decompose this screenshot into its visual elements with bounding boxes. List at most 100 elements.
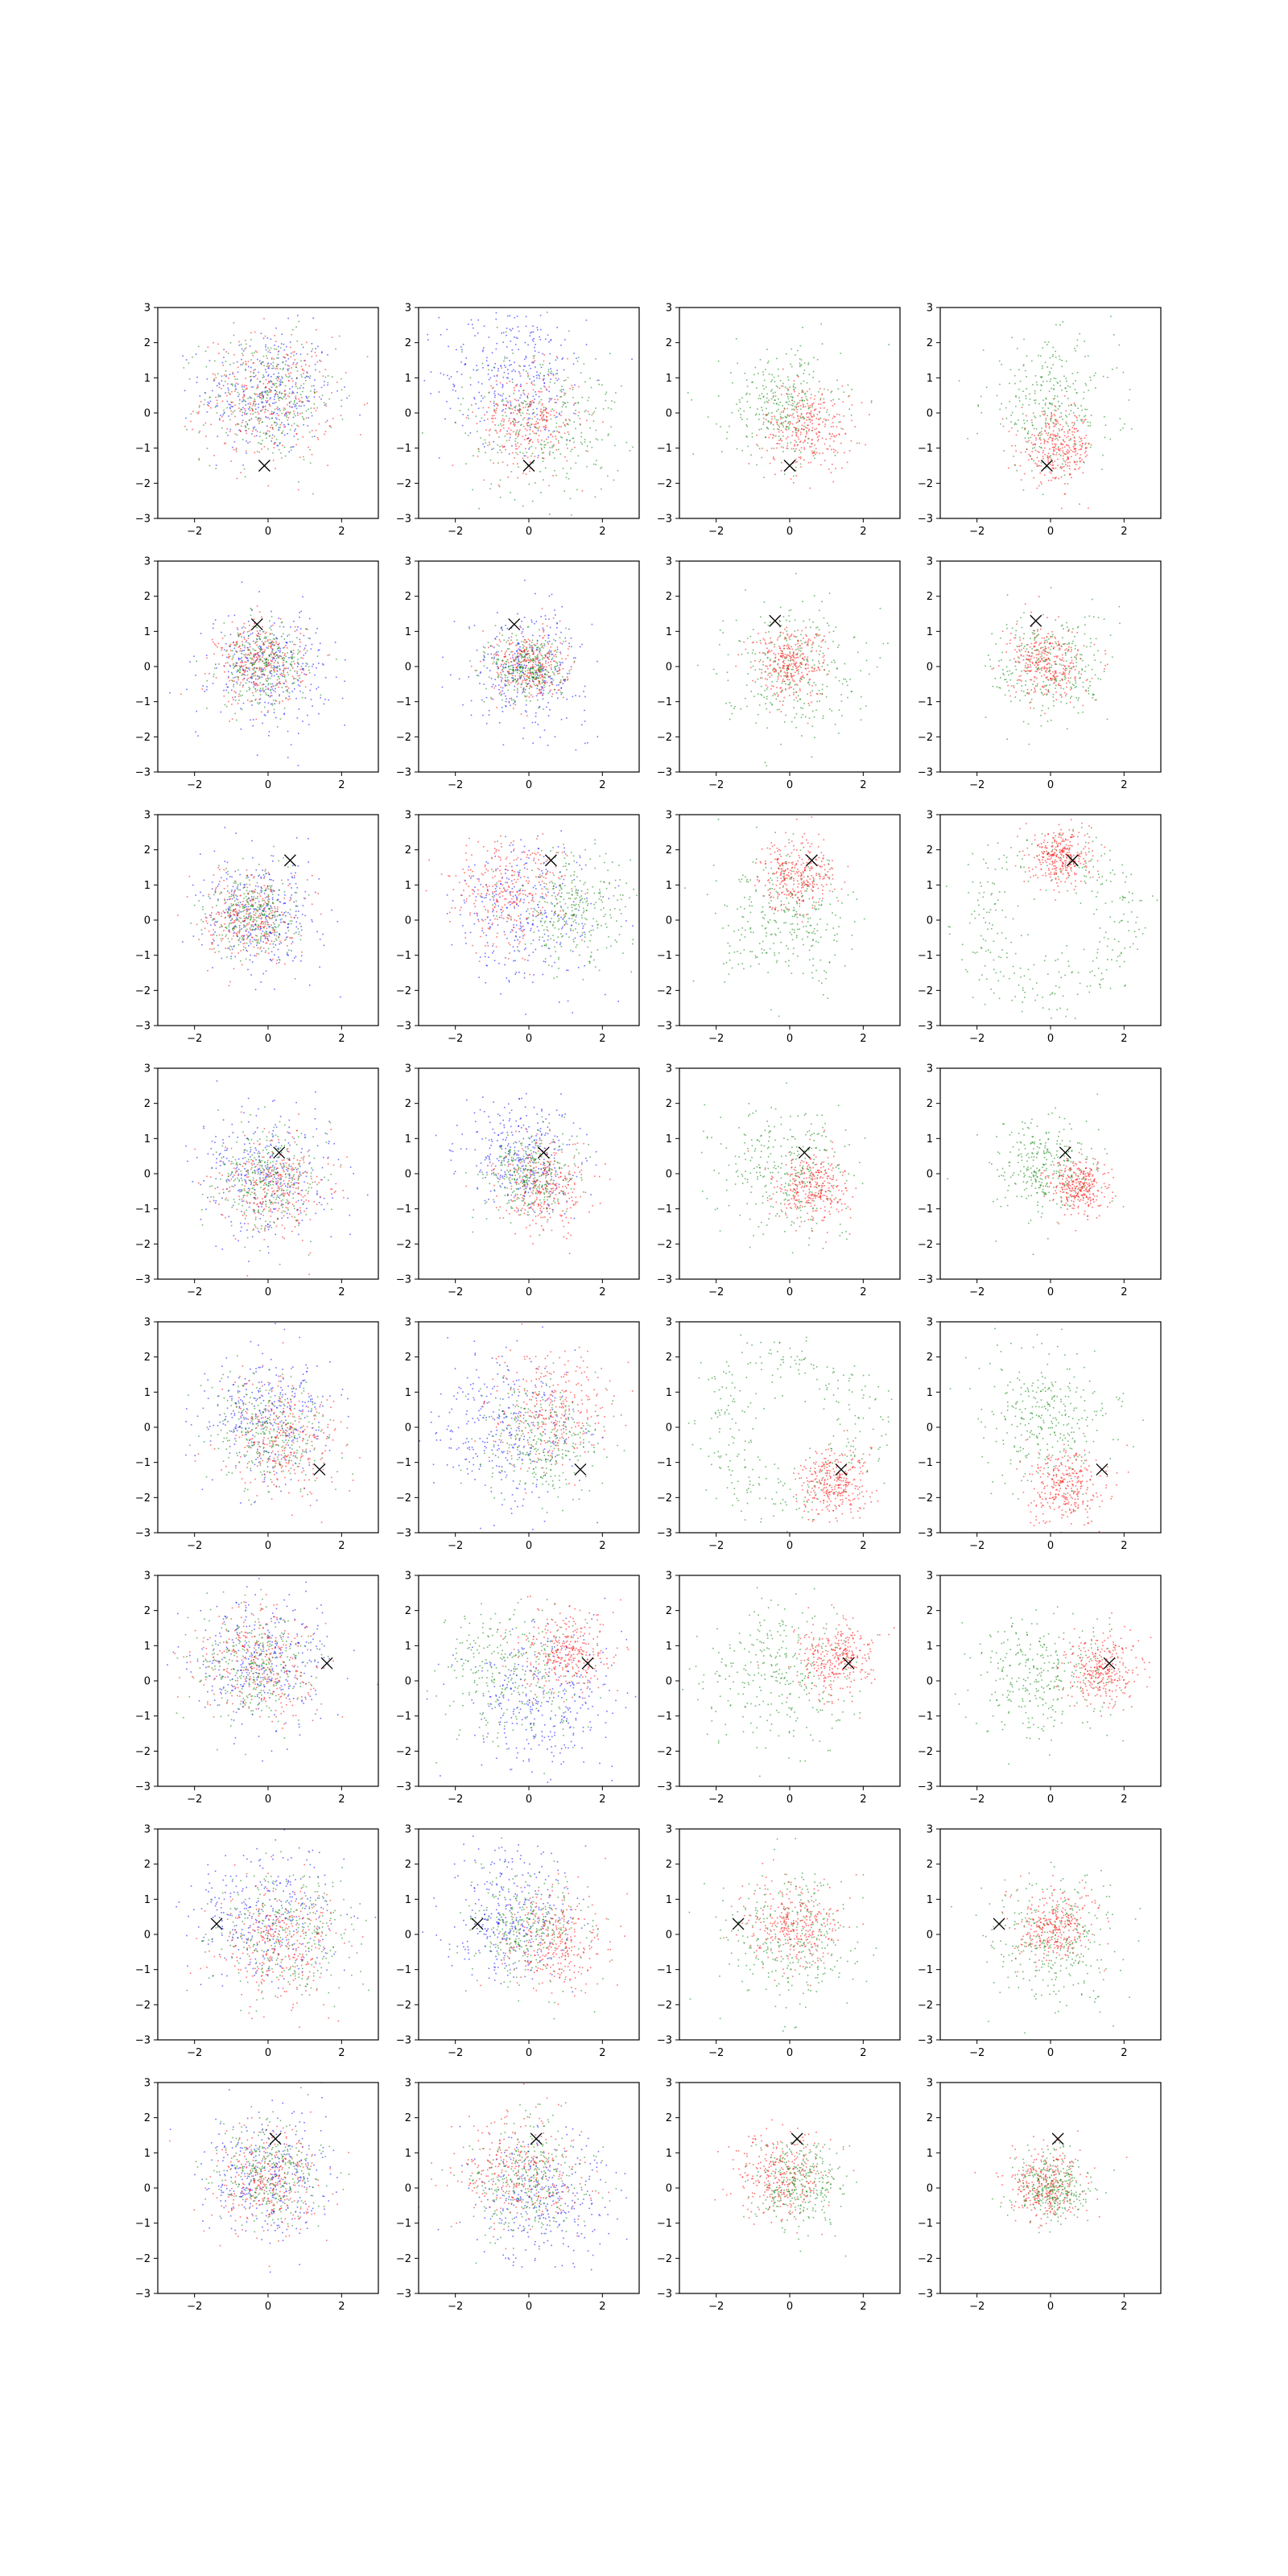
scatter-point [523,365,525,367]
scatter-point [287,317,289,320]
scatter-point [814,444,815,446]
scatter-point [511,664,514,667]
scatter-point [503,371,506,374]
scatter-point [235,645,237,646]
scatter-point [1059,358,1061,361]
scatter-point [242,641,243,642]
scatter-point [242,668,244,670]
scatter-point [290,656,291,658]
scatter-point [302,346,304,349]
scatter-point [756,387,758,389]
scatter-point [264,667,266,669]
scatter-point [254,684,256,686]
scatter-point [268,380,270,382]
scatter-point [797,418,799,420]
scatter-point [345,372,347,374]
scatter-point [275,390,277,392]
scatter-point [291,390,294,393]
scatter-point [1073,421,1075,423]
scatter-point [239,669,242,671]
scatter-point [253,618,255,621]
scatter-point [524,407,526,408]
scatter-point [266,658,268,659]
scatter-point [268,382,270,383]
scatter-point [224,634,226,637]
scatter-point [1025,398,1027,399]
scatter-point [762,409,763,411]
scatter-point [1058,427,1060,430]
scatter-point [761,456,763,459]
scatter-point [543,679,546,682]
scatter-point [601,439,603,441]
scatter-point [304,686,307,688]
scatter-point [746,392,748,394]
scatter-point [1112,369,1113,370]
scatter-point [317,345,319,348]
scatter-point [273,708,275,711]
scatter-point [1023,338,1025,341]
scatter-point [585,450,587,452]
scatter-point [768,436,770,439]
scatter-point [1084,448,1087,450]
scatter-point [796,402,799,404]
scatter-point [524,580,526,581]
scatter-point [518,411,520,413]
scatter-point [1011,411,1013,414]
scatter-point [522,473,524,474]
scatter-point [528,676,530,679]
scatter-point [1055,423,1058,425]
scatter-point [250,629,252,631]
scatter-point [299,638,301,641]
scatter-point [509,395,510,398]
scatter-point [794,354,796,356]
scatter-point [270,653,272,654]
scatter-point [299,616,300,618]
scatter-point [565,419,567,422]
scatter-point [1042,449,1044,452]
scatter-point [230,383,233,386]
scatter-point [1051,446,1054,448]
scatter-point [1051,415,1053,417]
scatter-point [523,358,526,361]
scatter-point [528,424,530,427]
scatter-point [772,392,774,394]
scatter-point [763,417,765,419]
scatter-point [1073,448,1075,449]
scatter-point [252,691,254,694]
scatter-point [1052,435,1055,437]
scatter-point [510,627,513,629]
scatter-point [1050,455,1051,456]
scatter-point [295,405,297,407]
scatter-point [544,429,547,431]
scatter-point [494,429,497,431]
scatter-point [192,356,193,358]
scatter-point [531,680,534,683]
scatter-point [525,660,527,663]
scatter-point [558,378,559,380]
scatter-point [1084,355,1086,357]
scatter-point [545,662,547,664]
scatter-point [535,447,537,449]
scatter-point [737,362,738,365]
scatter-point [548,390,550,393]
scatter-point [819,411,820,413]
scatter-point [547,662,549,663]
scatter-point [530,659,532,662]
scatter-point [313,403,316,405]
scatter-point [751,382,753,383]
scatter-point [542,364,544,365]
scatter-point [510,422,512,423]
scatter-point [541,390,543,393]
scatter-point [551,654,554,655]
scatter-point [276,684,278,686]
scatter-point [584,441,586,443]
scatter-point [535,683,538,686]
scatter-point [1015,405,1017,407]
scatter-point [272,638,275,640]
scatter-point [544,683,546,685]
scatter-point [513,708,514,709]
scatter-point [289,641,291,643]
scatter-point [1059,324,1061,326]
scatter-point [801,397,803,398]
scatter-point [1054,395,1056,397]
